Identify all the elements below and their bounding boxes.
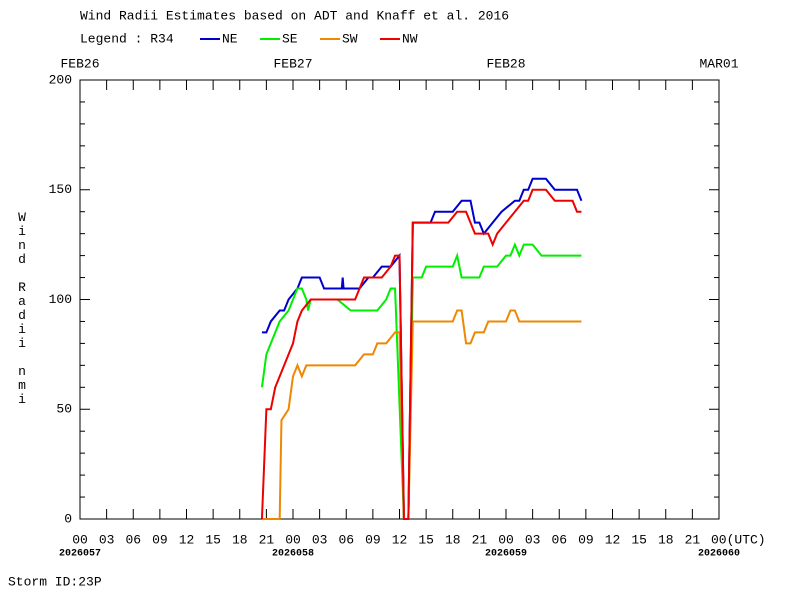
x-tick-label: 00 [285, 532, 301, 547]
day-label: FEB27 [273, 56, 312, 71]
julian-label: 2026058 [272, 549, 314, 560]
y-tick-label: 150 [49, 182, 72, 197]
series-line [261, 177, 583, 520]
x-tick-label: 18 [658, 532, 674, 547]
series-line [260, 188, 582, 520]
y-tick-label: 0 [64, 511, 72, 526]
x-tick-label: 00(UTC) [711, 532, 766, 547]
legend-label: SW [342, 31, 358, 46]
y-tick-label: 100 [49, 292, 72, 307]
x-tick-label: 03 [312, 532, 328, 547]
x-tick-label: 00 [498, 532, 514, 547]
y-axis-label: Wind Radii nmi [15, 210, 30, 406]
footer: Storm ID:23P [8, 574, 102, 589]
x-tick-label: 06 [338, 532, 354, 547]
x-tick-label: 06 [125, 532, 141, 547]
x-tick-label: 00 [72, 532, 88, 547]
x-tick-label: 03 [99, 532, 115, 547]
julian-label: 2026057 [59, 549, 101, 560]
x-tick-label: 18 [232, 532, 248, 547]
day-label: FEB26 [60, 56, 99, 71]
day-label: FEB28 [486, 56, 525, 71]
chart-title: Wind Radii Estimates based on ADT and Kn… [80, 8, 509, 23]
x-tick-label: 15 [631, 532, 647, 547]
x-tick-label: 21 [259, 532, 275, 547]
x-tick-label: 15 [205, 532, 221, 547]
x-tick-label: 09 [578, 532, 594, 547]
x-tick-label: 03 [525, 532, 541, 547]
legend-title: Legend : R34 [80, 31, 174, 46]
julian-label: 2026060 [698, 549, 740, 560]
day-label: MAR01 [699, 56, 738, 71]
series-line [260, 241, 582, 520]
y-tick-label: 200 [49, 72, 72, 87]
legend-label: NE [222, 31, 238, 46]
x-tick-label: 21 [685, 532, 701, 547]
series-line [261, 309, 582, 520]
legend-label: NW [402, 31, 418, 46]
x-tick-label: 06 [551, 532, 567, 547]
x-tick-label: 09 [152, 532, 168, 547]
legend-label: SE [282, 31, 298, 46]
x-tick-label: 12 [392, 532, 408, 547]
x-tick-label: 09 [365, 532, 381, 547]
x-tick-label: 21 [472, 532, 488, 547]
x-tick-label: 12 [179, 532, 195, 547]
julian-label: 2026059 [485, 549, 527, 560]
x-tick-label: 12 [605, 532, 621, 547]
x-tick-label: 15 [418, 532, 434, 547]
y-tick-label: 50 [56, 402, 72, 417]
x-tick-label: 18 [445, 532, 461, 547]
